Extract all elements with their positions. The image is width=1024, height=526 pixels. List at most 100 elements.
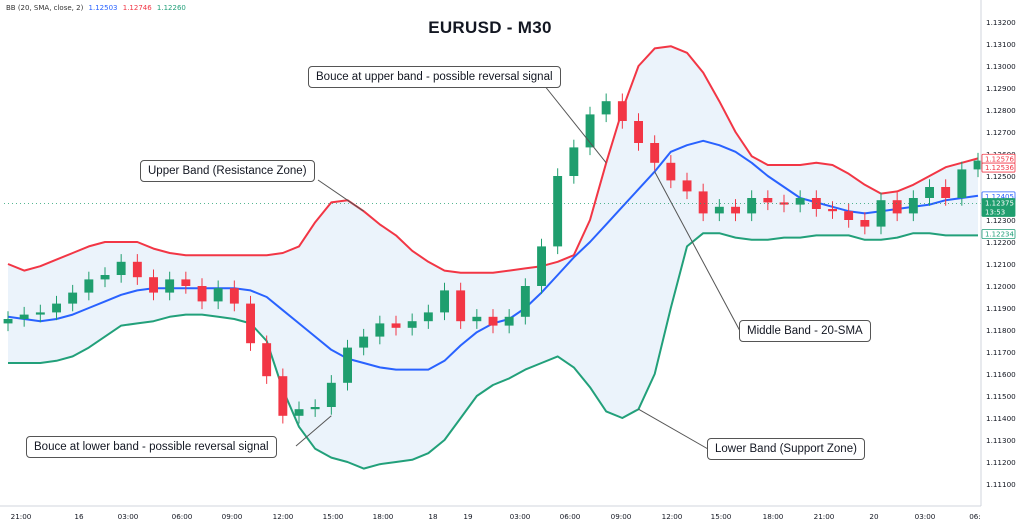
y-tick-label: 1.11700 xyxy=(986,348,1016,357)
candle-body xyxy=(375,323,385,337)
candle-body xyxy=(569,147,579,176)
leader-resistance xyxy=(317,179,364,212)
price-badge-value: 1.12536 xyxy=(985,164,1014,172)
x-tick-label: 06:00 xyxy=(172,512,193,521)
y-tick-label: 1.12500 xyxy=(986,172,1016,181)
x-tick-label: 06: xyxy=(969,512,981,521)
candle-body xyxy=(601,101,611,115)
chart-title: EURUSD - M30 xyxy=(428,18,552,37)
y-tick-label: 1.12900 xyxy=(986,84,1016,93)
y-tick-label: 1.11300 xyxy=(986,436,1016,445)
price-badge-value: 1.12576 xyxy=(985,155,1014,163)
candle-body xyxy=(359,336,369,348)
y-tick-label: 1.12100 xyxy=(986,260,1016,269)
candle-body xyxy=(343,347,352,383)
candle-body xyxy=(892,200,902,214)
upper-band-line xyxy=(7,45,979,274)
price-badge xyxy=(981,198,1016,217)
candle-body xyxy=(520,286,530,317)
x-tick-label: 12:00 xyxy=(662,512,683,521)
candle-body xyxy=(278,376,288,416)
y-tick-label: 1.13000 xyxy=(986,62,1016,71)
leader-upper-reversal xyxy=(543,84,607,164)
x-tick-label: 15:00 xyxy=(711,512,732,521)
x-tick-label: 21:00 xyxy=(814,512,835,521)
y-tick-label: 1.11600 xyxy=(986,370,1016,379)
x-tick-label: 16 xyxy=(74,512,84,521)
y-tick-label: 1.13100 xyxy=(986,40,1016,49)
candle-body xyxy=(132,261,142,278)
candle-body xyxy=(456,290,466,322)
candle-body xyxy=(504,316,514,326)
x-tick-label: 18:00 xyxy=(373,512,394,521)
x-tick-label: 03:00 xyxy=(118,512,139,521)
candle-body xyxy=(35,312,45,315)
indicator-lower-value: 1.12260 xyxy=(156,4,186,12)
candle-body xyxy=(262,343,272,377)
y-tick-label: 1.12300 xyxy=(986,216,1016,225)
y-tick-label: 1.11800 xyxy=(986,326,1016,335)
candle-body xyxy=(294,409,304,416)
y-tick-label: 1.12800 xyxy=(986,106,1016,115)
candle-body xyxy=(407,321,417,328)
price-badge-value: 1.12375 xyxy=(985,200,1014,208)
candle-body xyxy=(246,303,255,344)
candle-body xyxy=(973,160,983,170)
indicator-middle-value: 1.12746 xyxy=(122,4,152,12)
annotation-lower-reversal: Bouce at lower band - possible reversal … xyxy=(26,436,277,458)
candle-body xyxy=(682,180,692,192)
candle-body xyxy=(714,206,724,214)
x-tick-label: 03:00 xyxy=(915,512,936,521)
y-tick-label: 1.11900 xyxy=(986,304,1016,313)
x-tick-label: 20 xyxy=(869,512,879,521)
annotation-support: Lower Band (Support Zone) xyxy=(707,438,865,460)
callout-leaders-layer xyxy=(295,84,741,450)
y-tick-label: 1.13200 xyxy=(986,18,1016,27)
x-tick-label: 03:00 xyxy=(510,512,531,521)
y-tick-label: 1.12000 xyxy=(986,282,1016,291)
price-badge xyxy=(981,229,1016,239)
y-tick-label: 1.11100 xyxy=(986,480,1016,489)
candle-body xyxy=(634,121,643,143)
candle-body xyxy=(100,275,110,280)
candle-body xyxy=(650,143,660,163)
candle-body xyxy=(472,316,482,322)
candle-body xyxy=(731,206,740,214)
x-tick-label: 15:00 xyxy=(323,512,344,521)
x-tick-label: 21:00 xyxy=(11,512,32,521)
candle-body xyxy=(423,312,433,322)
candle-body xyxy=(181,279,191,286)
x-tick-label: 06:00 xyxy=(560,512,581,521)
candle-body xyxy=(440,290,449,313)
candles-layer xyxy=(3,93,983,424)
indicator-name: BB (20, SMA, close, 2) xyxy=(6,4,84,12)
candle-body xyxy=(326,382,336,407)
annotation-upper-reversal: Bouce at upper band - possible reversal … xyxy=(308,66,561,88)
candle-body xyxy=(617,101,627,121)
x-tick-label: 18:00 xyxy=(763,512,784,521)
price-badge xyxy=(981,162,1016,173)
leader-support xyxy=(638,408,709,450)
candle-body xyxy=(553,176,563,247)
candle-body xyxy=(666,162,676,181)
candle-body xyxy=(488,316,498,326)
y-tick-label: 1.11400 xyxy=(986,414,1016,423)
leader-lower-reversal xyxy=(295,415,332,447)
candle-body xyxy=(229,288,239,304)
candle-body xyxy=(876,200,886,227)
candle-body xyxy=(68,292,78,304)
x-tick-label: 12:00 xyxy=(273,512,294,521)
leader-middle-band xyxy=(654,171,741,332)
x-tick-label: 09:00 xyxy=(222,512,243,521)
candle-body xyxy=(747,198,757,214)
candle-body xyxy=(957,169,967,198)
band-fill-layer xyxy=(8,46,978,469)
candle-body xyxy=(197,286,207,302)
candle-body xyxy=(941,187,951,198)
candle-body xyxy=(908,198,918,214)
candle-body xyxy=(165,279,175,293)
indicator-legend[interactable]: BB (20, SMA, close, 2) 1.12503 1.12746 1… xyxy=(6,4,189,12)
